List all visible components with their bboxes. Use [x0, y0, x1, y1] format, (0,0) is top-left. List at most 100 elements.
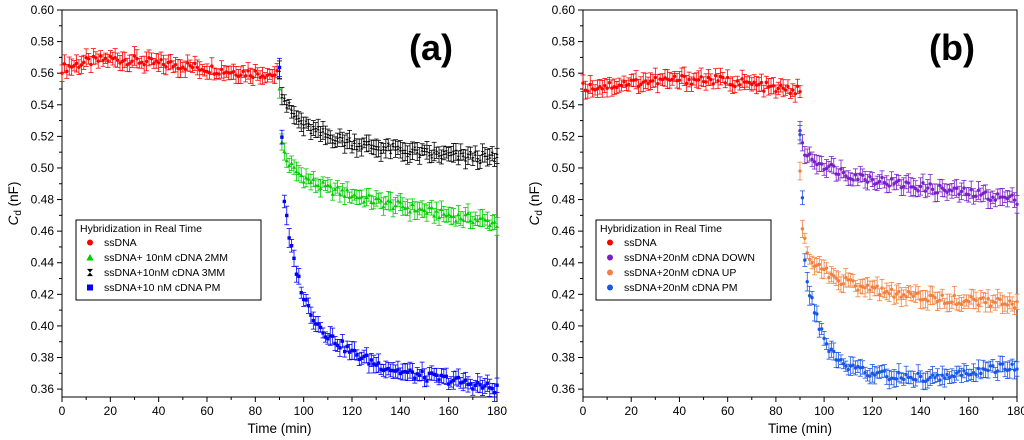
data-point: [764, 80, 768, 85]
data-point: [463, 378, 468, 382]
x-tick-label: 120: [342, 404, 362, 418]
data-point: [364, 141, 369, 146]
data-point: [454, 376, 458, 380]
data-point: [824, 166, 829, 171]
legend-marker: [607, 284, 613, 291]
data-point: [106, 59, 110, 63]
data-point: [909, 291, 913, 296]
y-tick-label: 0.60: [552, 3, 576, 17]
data-point: [803, 258, 807, 262]
legend-entry: ssDNA+ 10nM cDNA 2MM: [104, 252, 228, 264]
data-point: [328, 134, 332, 140]
data-point: [82, 60, 86, 65]
y-axis-label-symbol: C: [6, 215, 21, 225]
data-point: [1012, 306, 1017, 310]
data-point: [132, 54, 137, 58]
legend-title: Hybridization in Real Time: [80, 223, 202, 235]
data-point: [938, 298, 942, 302]
data-point: [832, 164, 836, 168]
data-point: [812, 160, 817, 164]
data-point: [381, 368, 386, 373]
data-point: [779, 83, 783, 88]
data-point: [72, 64, 76, 68]
data-point: [957, 192, 961, 196]
data-point: [918, 374, 923, 379]
data-point: [969, 294, 973, 299]
data-point: [328, 183, 333, 188]
data-point: [463, 212, 468, 217]
panel-label: (a): [409, 27, 453, 68]
legend-entry: ssDNA: [624, 237, 657, 249]
y-tick-label: 0.40: [31, 319, 55, 333]
data-point: [113, 56, 117, 60]
data-point: [434, 209, 439, 213]
y-tick-label: 0.42: [31, 287, 55, 301]
data-point: [296, 171, 301, 175]
data-point: [188, 64, 192, 68]
data-point: [824, 266, 829, 270]
data-point: [384, 146, 388, 151]
data-point: [330, 139, 335, 144]
data-point: [660, 77, 665, 82]
data-point: [292, 113, 296, 118]
data-point: [996, 192, 1000, 196]
data-point: [945, 372, 949, 377]
y-tick-label: 0.46: [31, 224, 55, 238]
data-point: [798, 89, 802, 94]
data-point: [314, 128, 318, 133]
y-tick-label: 0.54: [552, 98, 576, 112]
data-point: [333, 187, 338, 191]
data-point: [704, 80, 708, 84]
data-point: [451, 150, 456, 155]
data-point: [672, 74, 677, 79]
series-0: [580, 66, 803, 103]
data-point: [865, 283, 870, 287]
data-point: [947, 375, 952, 380]
data-point: [115, 58, 120, 62]
data-point: [217, 72, 221, 76]
data-point: [788, 91, 793, 96]
data-point: [195, 65, 200, 70]
data-point: [301, 179, 306, 184]
data-point: [352, 192, 357, 197]
data-point: [983, 300, 988, 305]
legend-marker: [607, 239, 613, 246]
data-point: [318, 131, 323, 136]
data-point: [362, 140, 366, 145]
data-point: [444, 213, 449, 218]
y-tick-label: 0.38: [31, 351, 55, 365]
x-tick-label: 40: [673, 404, 687, 418]
x-tick-label: 100: [814, 404, 834, 418]
data-point: [976, 303, 981, 307]
data-point: [829, 162, 834, 167]
data-point: [776, 86, 780, 91]
data-point: [967, 299, 971, 304]
data-point: [388, 199, 393, 204]
data-point: [841, 362, 846, 366]
data-point: [976, 188, 981, 193]
data-point: [916, 189, 920, 193]
data-point: [950, 189, 954, 193]
x-tick-label: 20: [104, 404, 118, 418]
data-point: [338, 133, 342, 138]
data-point: [287, 236, 291, 240]
data-point: [738, 83, 742, 87]
data-point: [159, 58, 163, 62]
data-point: [940, 373, 944, 377]
y-tick-label: 0.38: [552, 351, 576, 365]
data-point: [988, 198, 993, 203]
data-point: [430, 371, 434, 375]
data-point: [983, 190, 988, 194]
y-tick-label: 0.58: [552, 35, 576, 49]
data-point: [311, 177, 316, 181]
data-point: [328, 334, 332, 338]
data-point: [827, 349, 831, 354]
data-point: [386, 198, 391, 203]
data-point: [495, 383, 499, 387]
data-point: [969, 372, 973, 377]
data-point: [815, 312, 819, 316]
data-point: [285, 104, 289, 109]
x-tick-label: 40: [152, 404, 166, 418]
data-point: [933, 191, 937, 195]
data-point: [219, 67, 224, 72]
